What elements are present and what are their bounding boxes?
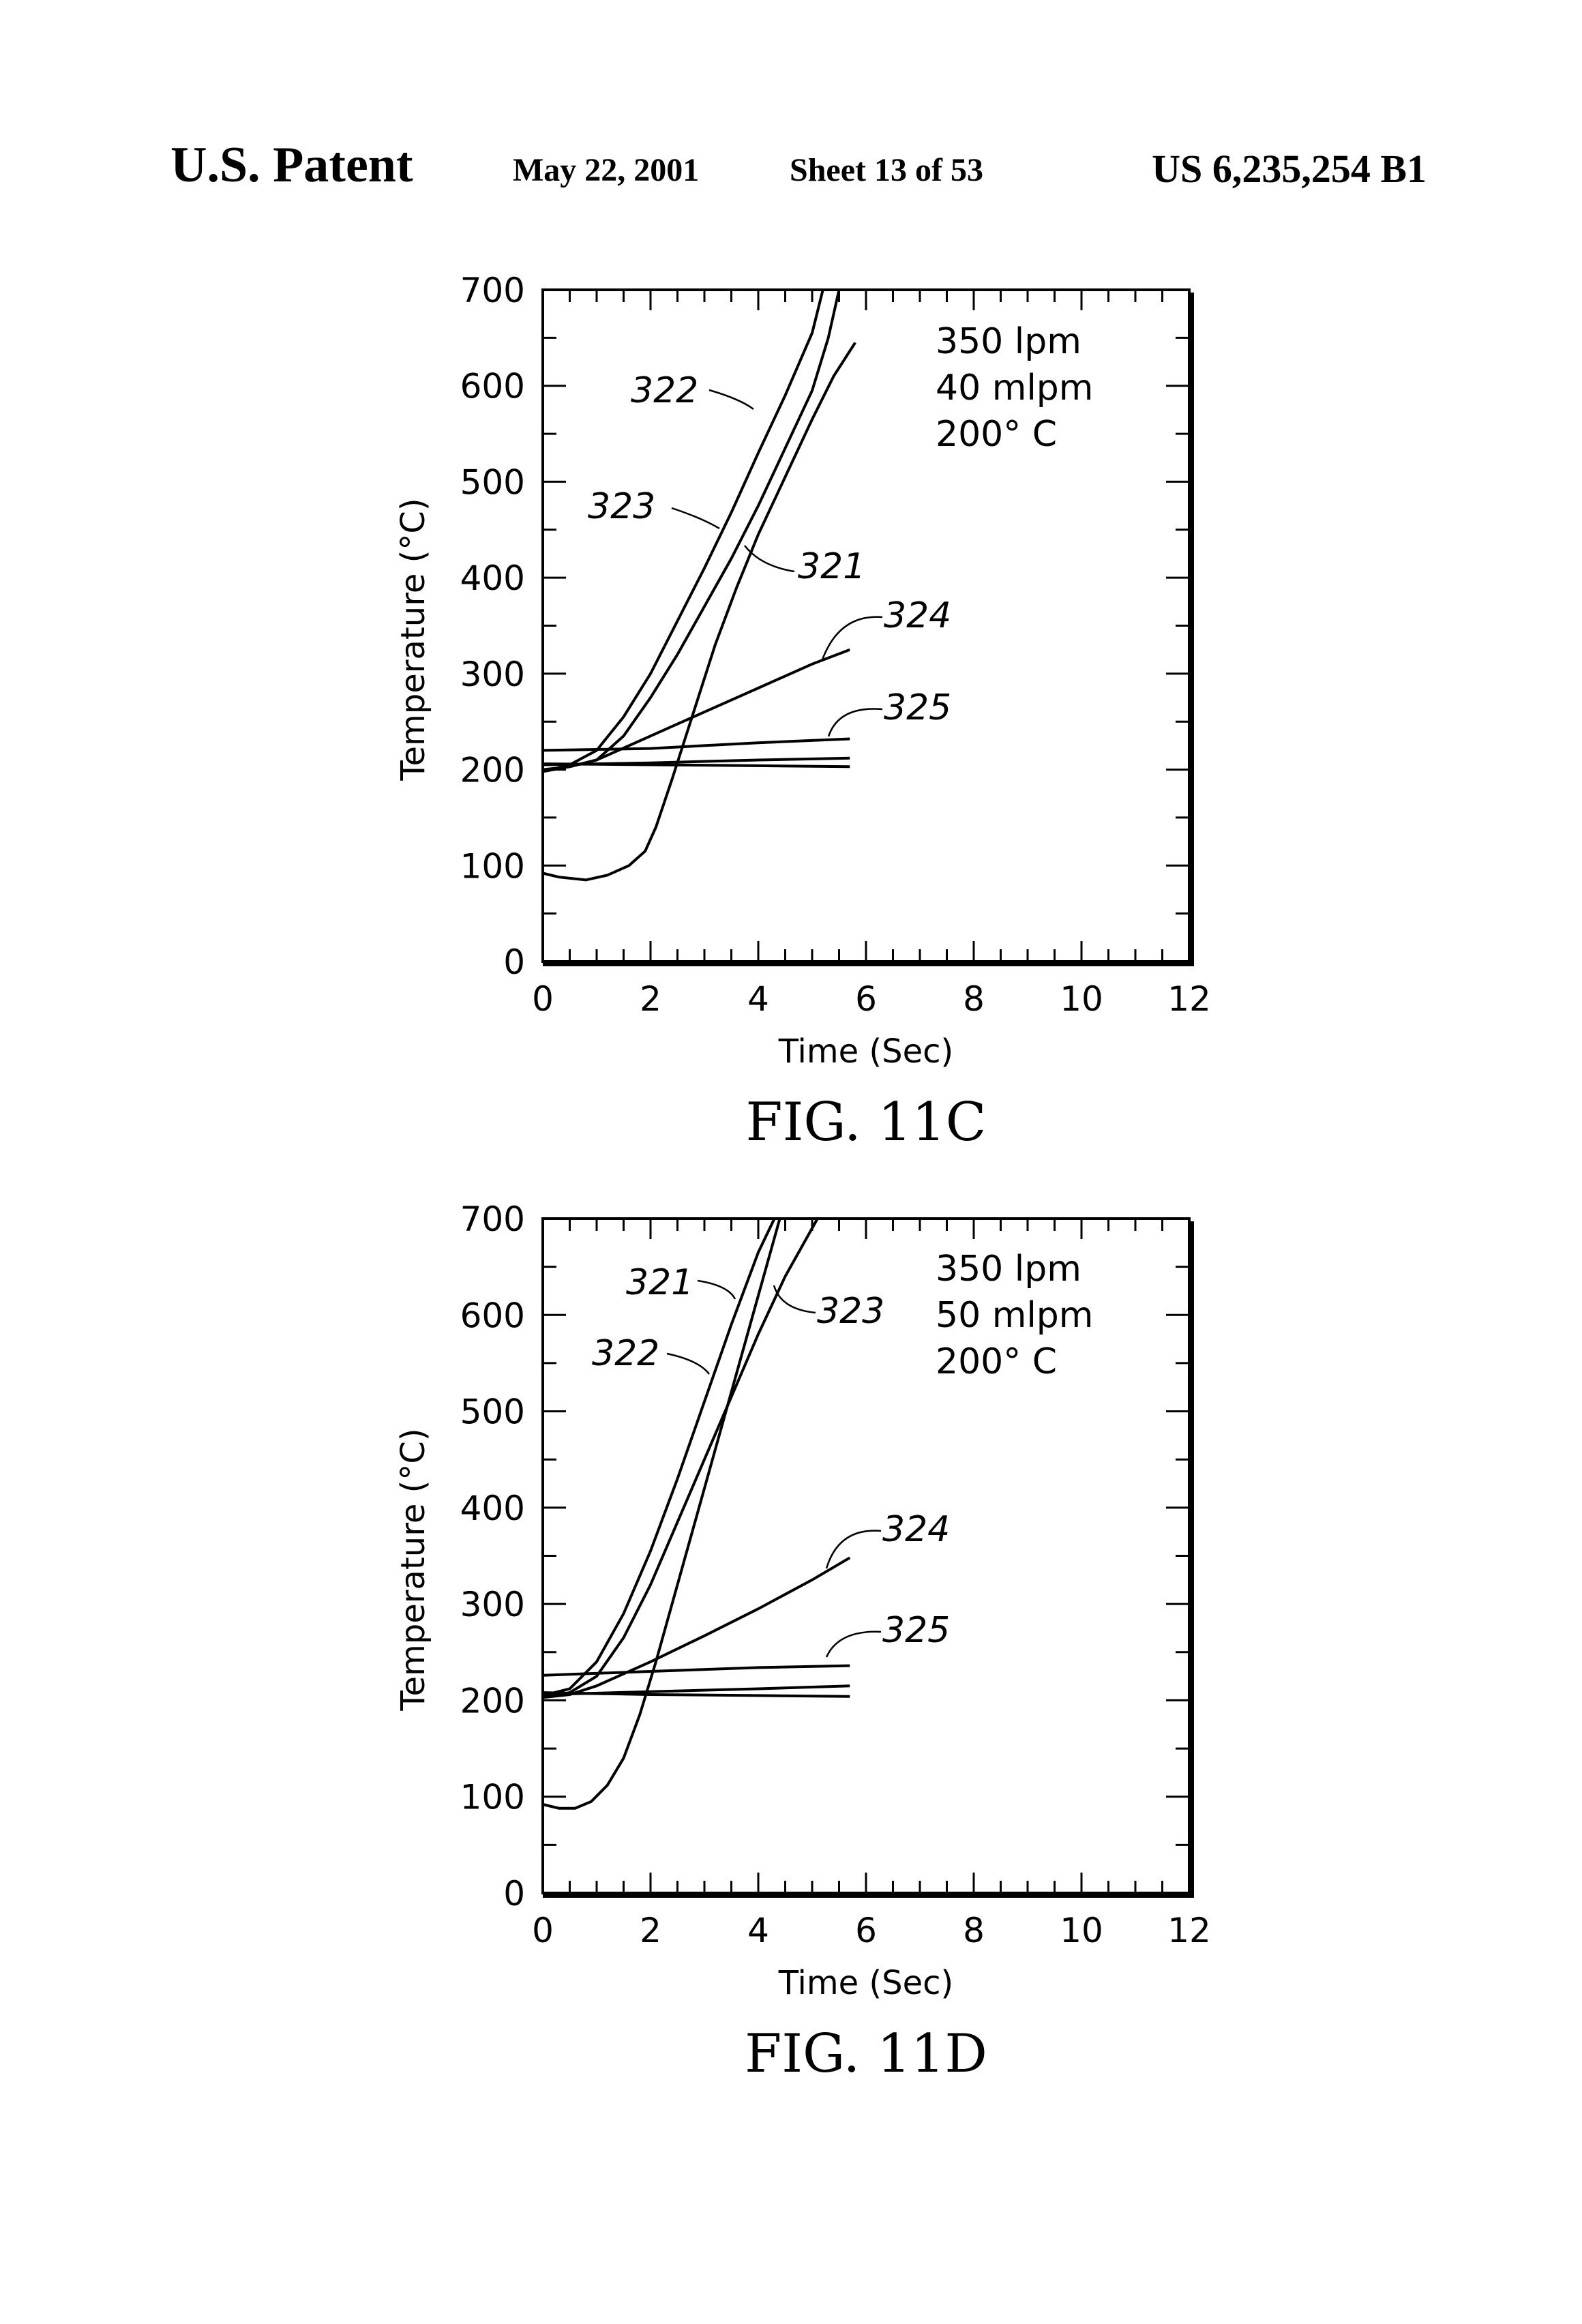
- x-tick-label: 0: [532, 979, 554, 1019]
- leader-line: [826, 1531, 881, 1568]
- y-tick-label: 0: [503, 1874, 525, 1913]
- leader-line: [672, 508, 719, 528]
- y-tick-label: 400: [460, 1489, 525, 1528]
- y-tick-label: 300: [460, 655, 525, 694]
- x-tick-label: 6: [855, 979, 877, 1019]
- y-tick-label: 600: [460, 367, 525, 406]
- x-tick-label: 2: [640, 979, 661, 1019]
- curve-label: 324: [884, 595, 951, 636]
- x-tick-label: 10: [1060, 1911, 1103, 1950]
- curve-324: [543, 1558, 850, 1697]
- figure-caption: FIG. 11D: [745, 2023, 987, 2085]
- x-tick-label: 8: [963, 1911, 985, 1950]
- x-tick-label: 6: [855, 1911, 877, 1950]
- y-tick-label: 700: [460, 1200, 525, 1239]
- y-tick-label: 0: [503, 942, 525, 982]
- x-tick-label: 8: [963, 979, 985, 1019]
- curve-321: [543, 342, 855, 880]
- sheet-number: Sheet 13 of 53: [790, 151, 983, 189]
- curve-322: [543, 290, 823, 771]
- y-tick-label: 300: [460, 1585, 525, 1624]
- curve-label: 325: [882, 1610, 950, 1651]
- curve-325: [543, 739, 850, 751]
- condition-label: 350 lpm: [936, 1249, 1081, 1290]
- x-tick-label: 0: [532, 1911, 554, 1950]
- patent-date: May 22, 2001: [513, 151, 699, 189]
- x-tick-label: 12: [1167, 1911, 1211, 1950]
- x-tick-label: 10: [1060, 979, 1103, 1019]
- curve-unlabeled: [543, 764, 850, 766]
- figure-11c-chart: 0 2 4 6 8 10 12 0 100 200 300 400 500 600 700 Time (Sec…: [0, 245, 1582, 1159]
- y-axis-title: Temperature (°C): [394, 1428, 432, 1711]
- x-axis-title: Time (Sec): [778, 1032, 954, 1071]
- curve-unlabeled: [543, 1693, 850, 1697]
- curve-label: 321: [626, 1262, 693, 1303]
- y-tick-label: 200: [460, 1681, 525, 1720]
- x-axis-title: Time (Sec): [778, 1964, 954, 2002]
- y-tick-label: 100: [460, 1778, 525, 1817]
- curve-label: 323: [817, 1291, 884, 1332]
- y-tick-label: 500: [460, 1392, 525, 1432]
- condition-label: 40 mlpm: [936, 368, 1093, 408]
- x-tick-label: 12: [1167, 979, 1211, 1019]
- curve-323: [543, 290, 839, 771]
- curve-label: 324: [882, 1509, 950, 1550]
- curve-label: 325: [884, 687, 951, 728]
- x-tick-label: 4: [747, 1911, 769, 1950]
- x-tick-label: 4: [747, 979, 769, 1019]
- y-tick-label: 400: [460, 558, 525, 598]
- figure-11d-chart: 0 2 4 6 8 10 12 0 100 200 300 400 500 600 700 Time (Sec…: [0, 1173, 1582, 2087]
- leader-line: [667, 1354, 709, 1374]
- y-tick-label: 600: [460, 1296, 525, 1335]
- condition-label: 350 lpm: [936, 321, 1081, 362]
- curve-label: 322: [631, 370, 698, 411]
- curve-label: 321: [798, 546, 865, 587]
- curve-label: 322: [592, 1333, 659, 1374]
- y-tick-label: 100: [460, 846, 525, 886]
- y-tick-label: 700: [460, 271, 525, 310]
- leader-line: [698, 1281, 735, 1299]
- condition-label: 50 mlpm: [936, 1295, 1093, 1336]
- figure-caption: FIG. 11C: [746, 1092, 987, 1153]
- leader-line: [709, 390, 753, 409]
- y-tick-label: 200: [460, 751, 525, 790]
- x-tick-label: 2: [640, 1911, 661, 1950]
- curve-label: 323: [588, 486, 655, 527]
- condition-label: 200° C: [936, 414, 1057, 455]
- patent-number: US 6,235,254 B1: [1152, 146, 1427, 192]
- leader-line: [822, 617, 882, 661]
- y-tick-label: 500: [460, 462, 525, 502]
- curve-324: [543, 650, 850, 770]
- patent-header-title: U.S. Patent: [170, 136, 413, 194]
- curve-322: [543, 1219, 780, 1808]
- leader-line: [829, 709, 882, 737]
- leader-line: [826, 1632, 881, 1657]
- condition-label: 200° C: [936, 1341, 1057, 1382]
- y-axis-title: Temperature (°C): [394, 498, 432, 781]
